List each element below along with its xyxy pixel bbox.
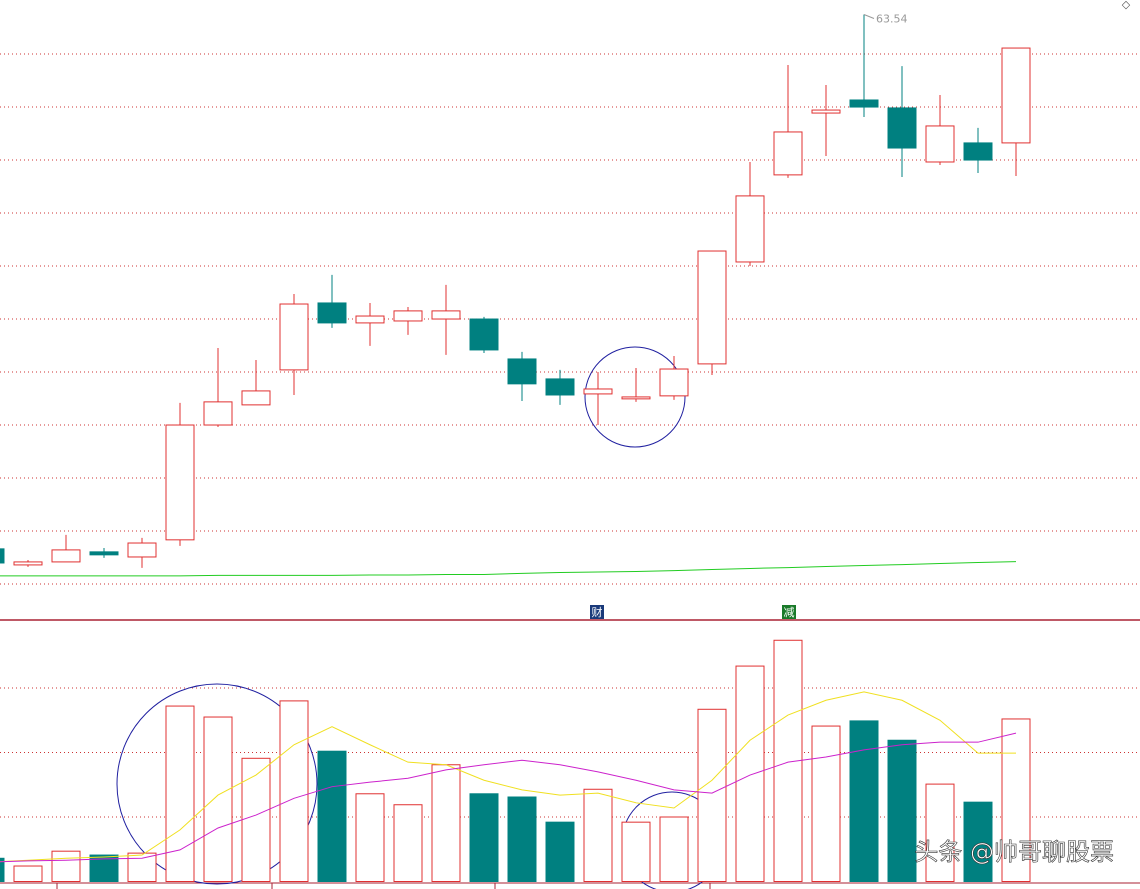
moving-average	[0, 732, 1017, 863]
volume-bar	[697, 708, 727, 882]
candle-body	[0, 548, 5, 564]
volume-bar	[469, 793, 499, 883]
volume-bar	[811, 725, 841, 882]
candle-body	[697, 250, 727, 365]
candle-body	[127, 542, 157, 558]
volume-bar	[127, 852, 157, 882]
event-label: 减	[784, 606, 795, 619]
candle-body	[279, 303, 309, 371]
candle-body	[89, 551, 119, 556]
volume-bar	[963, 801, 993, 882]
volume-bar	[545, 821, 575, 882]
watermark: 头条 @帅哥聊股票	[914, 838, 1114, 866]
volume-bar	[0, 857, 5, 883]
candle-body	[849, 99, 879, 108]
candle-body	[317, 302, 347, 324]
volume-bar	[431, 764, 461, 883]
candle-body	[925, 125, 955, 163]
volume-bar	[735, 665, 765, 882]
candle-body	[355, 315, 385, 324]
candle-body	[469, 318, 499, 351]
candle-body	[431, 310, 461, 320]
volume-bar	[621, 821, 651, 882]
volume-bar	[165, 705, 195, 882]
candle-body	[51, 549, 81, 563]
candle-body	[583, 388, 613, 395]
candle-body	[507, 358, 537, 385]
candle-body	[393, 310, 423, 322]
high-label: 63.54	[876, 12, 908, 25]
candle-body	[735, 195, 765, 263]
volume-bar	[203, 716, 233, 883]
highlight-circle	[584, 346, 686, 448]
volume-bar	[317, 750, 347, 883]
candle-body	[887, 107, 917, 149]
volume-bar	[583, 788, 613, 883]
volume-bar	[355, 793, 385, 883]
volume-bar	[659, 816, 689, 882]
candle-body	[811, 109, 841, 114]
corner-icon: ◇	[1122, 0, 1131, 11]
candle-body	[773, 131, 803, 176]
candle-body	[963, 142, 993, 161]
moving-average	[0, 691, 1016, 863]
volume-bar	[241, 757, 271, 882]
volume-bar	[925, 783, 955, 882]
volume-bar	[1001, 718, 1031, 883]
volume-bar	[13, 865, 43, 883]
candle-body	[545, 378, 575, 396]
candle-body	[165, 424, 195, 541]
volume-bar	[887, 739, 917, 882]
candle-body	[203, 401, 233, 426]
candle-body	[13, 561, 43, 566]
volume-bar	[51, 850, 81, 882]
event-marker	[590, 605, 604, 619]
volume-bar	[507, 796, 537, 883]
highlight-circle	[116, 683, 318, 885]
event-label: 财	[592, 605, 603, 619]
volume-bar	[849, 720, 879, 883]
volume-bar	[393, 804, 423, 882]
event-marker	[782, 605, 796, 619]
candle-body	[1001, 47, 1031, 144]
moving-average	[0, 561, 1017, 577]
high-pointer	[863, 14, 875, 19]
volume-bar	[279, 700, 309, 883]
candle-body	[659, 368, 689, 397]
candle-body	[621, 396, 651, 400]
candle-body	[241, 390, 271, 406]
